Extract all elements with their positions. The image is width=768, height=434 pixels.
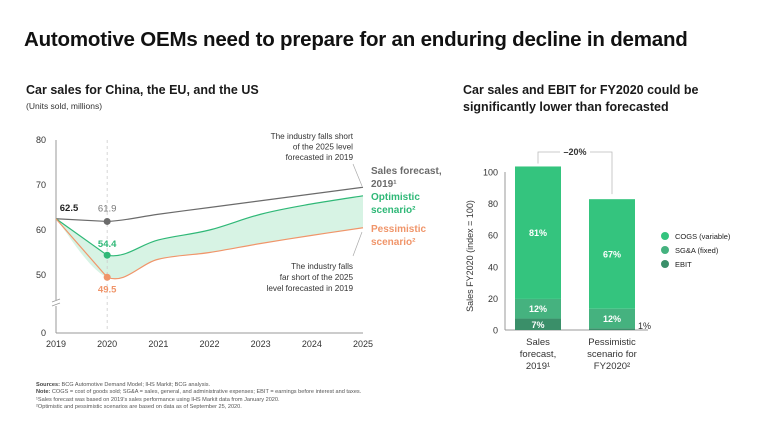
bar-category-label: forecast,: [520, 349, 556, 360]
footnote-2: ²Optimistic and pessimistic scenarios ar…: [36, 403, 242, 410]
footnote-1: ¹Sales forecast was based on 2019's sale…: [36, 396, 280, 403]
bar-segment-label: 1%: [638, 321, 651, 331]
optimistic-line: [55, 195, 364, 257]
bar-y-tick-label: 80: [488, 199, 498, 209]
bar-segment-cogs: [515, 166, 561, 299]
pessimistic-series-label-1: Pessimistic: [371, 224, 426, 235]
bar-segment-label: 7%: [531, 320, 544, 330]
line-chart-unit: (Units sold, millions): [26, 101, 103, 111]
difference-label: –20%: [563, 147, 586, 157]
bar-category-label: scenario for: [587, 349, 637, 360]
x-tick-label: 2023: [251, 339, 271, 349]
optimistic-2020-point: [103, 251, 111, 259]
sources-note: Sources: BCG Automotive Demand Model; IH…: [36, 382, 211, 388]
x-tick-label: 2025: [353, 339, 373, 349]
annotation-top-leader: [352, 163, 363, 187]
bar-category-label: Sales: [526, 337, 550, 348]
y-tick-label: 80: [36, 135, 46, 145]
pessimistic-2020-point: [103, 273, 111, 281]
legend-item-sga: SG&A (fixed): [661, 243, 730, 257]
bar-y-axis-title: Sales FY2020 (index = 100): [465, 200, 475, 312]
bar-chart-title: Car sales and EBIT for FY2020 could be s…: [463, 82, 699, 116]
x-tick-label: 2024: [302, 339, 322, 349]
start-value-label: 62.5: [60, 203, 79, 214]
bar-segment-label: 12%: [529, 304, 547, 314]
x-tick-label: 2020: [97, 339, 117, 349]
legend-label-ebit: EBIT: [675, 259, 692, 269]
footnotes: Sources: BCG Automotive Demand Model; IH…: [36, 382, 361, 411]
y-tick-label: 0: [41, 328, 46, 338]
optimistic-series-label-2: scenario²: [371, 205, 416, 216]
legend-label-cogs: COGS (variable): [675, 231, 731, 241]
bar-segment-label: 81%: [529, 228, 547, 238]
bar-category-label: 2019¹: [526, 361, 550, 372]
legend-swatch-sga: [661, 246, 669, 254]
y-tick-label: 50: [36, 270, 46, 280]
pessimistic-2020-label: 49.5: [98, 284, 117, 295]
annotation-bottom-leader: [352, 231, 363, 257]
legend-swatch-ebit: [661, 260, 669, 268]
bar-category-label: FY2020²: [594, 361, 630, 372]
annotation-bottom-1: The industry falls: [291, 262, 353, 271]
annotation-top-1: The industry falls short: [271, 132, 354, 141]
legend-item-ebit: EBIT: [661, 257, 730, 271]
bar-legend: COGS (variable) SG&A (fixed) EBIT: [661, 229, 730, 271]
bar-chart-title-line1: Car sales and EBIT for FY2020 could be: [463, 83, 699, 97]
forecast-series-label-1: Sales forecast,: [371, 166, 442, 177]
bar-y-tick-label: 60: [488, 231, 498, 241]
bar-y-tick-label: 20: [488, 294, 498, 304]
bar-segment-sga: [515, 298, 561, 319]
bar-segment-ebit: [515, 318, 561, 330]
forecast-series-label-2: 2019¹: [371, 179, 397, 190]
annotation-bottom-3: level forecasted in 2019: [267, 284, 354, 293]
abbreviation-note: Note: COGS = cost of goods sold; SG&A = …: [36, 389, 362, 396]
optimistic-2020-label: 54.4: [98, 239, 117, 250]
pessimistic-series-label-2: scenario²: [371, 237, 416, 248]
axis-break-icon: [51, 298, 61, 307]
difference-bracket: [537, 151, 613, 195]
line-chart-title: Car sales for China, the EU, and the US: [26, 83, 259, 97]
bar-segment-label: 67%: [603, 249, 621, 259]
bar-y-tick-label: 40: [488, 262, 498, 272]
bar-segment-cogs: [589, 199, 635, 309]
legend-label-sga: SG&A (fixed): [675, 245, 719, 255]
forecast-line: [55, 186, 364, 223]
forecast-2020-label: 61.9: [98, 203, 117, 214]
bar-y-tick-label: 0: [493, 326, 498, 336]
y-tick-label: 60: [36, 225, 46, 235]
scenario-band: [56, 195, 363, 279]
bar-y-tick-label: 100: [483, 168, 498, 178]
bar-segment-sga: [589, 308, 635, 329]
optimistic-series-label-1: Optimistic: [371, 192, 420, 203]
x-tick-label: 2019: [46, 339, 66, 349]
x-tick-label: 2022: [199, 339, 219, 349]
bar-chart-title-line2: significantly lower than forecasted: [463, 100, 669, 114]
pessimistic-line: [55, 218, 364, 280]
bar-category-label: Pessimistic: [588, 337, 636, 348]
forecast-2020-point: [103, 217, 111, 225]
bar-segment-label: 12%: [603, 314, 621, 324]
annotation-bottom-2: far short of the 2025: [280, 273, 354, 282]
bar-segment-ebit: [589, 328, 635, 330]
y-tick-label: 70: [36, 180, 46, 190]
page-title: Automotive OEMs need to prepare for an e…: [24, 28, 688, 51]
annotation-top-3: forecasted in 2019: [286, 153, 354, 162]
legend-swatch-cogs: [661, 232, 669, 240]
x-tick-label: 2021: [148, 339, 168, 349]
annotation-top-2: of the 2025 level: [293, 143, 353, 152]
legend-item-cogs: COGS (variable): [661, 229, 730, 243]
